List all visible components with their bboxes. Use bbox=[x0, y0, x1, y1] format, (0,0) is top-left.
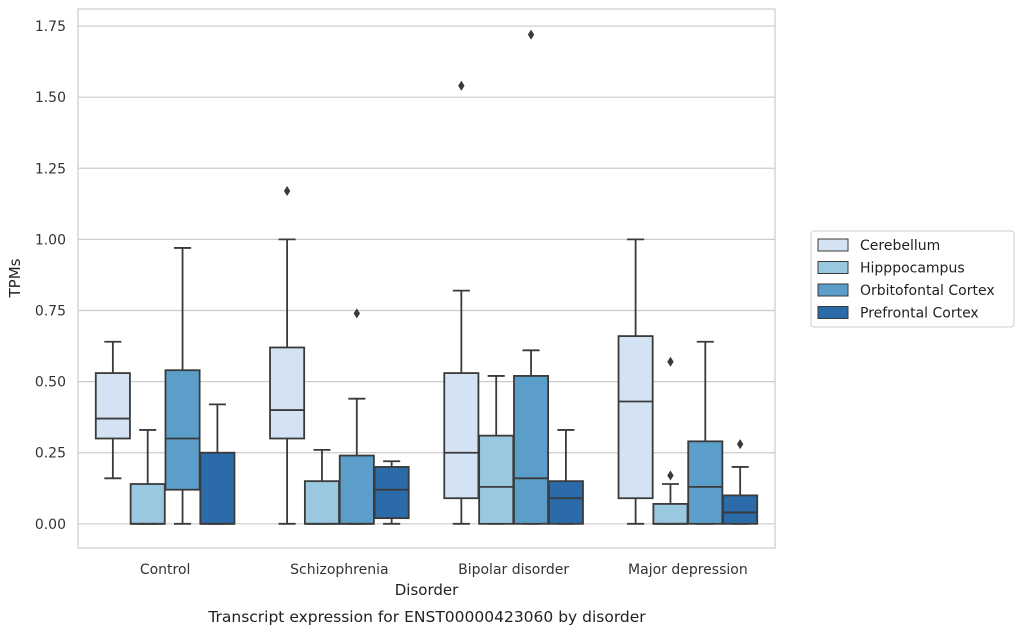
box-hipppocampus bbox=[129, 429, 166, 525]
box-iqr bbox=[164, 369, 201, 491]
y-tick-label: 1.00 bbox=[35, 232, 66, 248]
outlier-point bbox=[283, 186, 291, 197]
outlier-point bbox=[458, 80, 465, 91]
box-iqr bbox=[478, 434, 515, 525]
box-prefrontal-cortex bbox=[547, 429, 584, 525]
box-iqr bbox=[94, 372, 131, 440]
box-cerebellum bbox=[617, 238, 654, 525]
box-orbitofontal-cortex bbox=[164, 247, 201, 525]
y-tick-label: 1.75 bbox=[35, 19, 66, 35]
outlier-point bbox=[353, 308, 360, 319]
x-axis-label: Disorder bbox=[395, 581, 459, 599]
legend-label: Orbitofontal Cortex bbox=[860, 283, 995, 299]
box-iqr bbox=[513, 375, 550, 525]
legend-label: Cerebellum bbox=[860, 238, 940, 254]
box-iqr bbox=[199, 451, 236, 525]
box-iqr bbox=[373, 466, 410, 520]
x-tick-labels: Control Schizophrenia Bipolar disorder Majo… bbox=[140, 562, 748, 578]
legend-label: Prefrontal Cortex bbox=[860, 306, 979, 322]
legend-swatch bbox=[817, 306, 849, 319]
outlier-point bbox=[527, 29, 535, 40]
box-iqr bbox=[129, 483, 166, 525]
legend-frame bbox=[810, 230, 1015, 328]
outlier-point bbox=[667, 356, 674, 367]
box-iqr bbox=[547, 480, 584, 525]
x-tick-label: Schizophrenia bbox=[290, 562, 388, 578]
legend-swatch bbox=[817, 238, 849, 252]
y-tick-label: 0.00 bbox=[35, 517, 66, 533]
box-orbitofontal-cortex bbox=[513, 29, 550, 525]
legend-label: Hipppocampus bbox=[860, 261, 965, 277]
box-iqr bbox=[338, 454, 375, 525]
y-tick-label: 0.50 bbox=[35, 375, 66, 391]
box-cerebellum bbox=[94, 340, 131, 480]
legend-swatch bbox=[817, 261, 849, 274]
box-iqr bbox=[652, 503, 689, 525]
y-tick-label: 1.50 bbox=[35, 90, 66, 106]
box-groups bbox=[94, 29, 759, 525]
x-tick-label: Control bbox=[140, 562, 191, 578]
y-tick-labels: 0.00 0.25 0.50 0.75 1.00 1.25 1.50 1.75 bbox=[35, 19, 66, 533]
box-orbitofontal-cortex bbox=[687, 340, 724, 525]
box-iqr bbox=[303, 480, 340, 525]
y-tick-label: 1.25 bbox=[35, 161, 66, 177]
box-cerebellum bbox=[269, 186, 306, 525]
box-cerebellum bbox=[443, 80, 480, 525]
box-hipppocampus bbox=[303, 448, 340, 525]
outlier-point bbox=[736, 439, 744, 450]
legend: Cerebellum Hipppocampus Orbitofontal Corte… bbox=[810, 230, 1015, 328]
box-hipppocampus bbox=[478, 375, 515, 525]
chart-caption: Transcript expression for ENST0000042306… bbox=[207, 608, 646, 626]
box-iqr bbox=[722, 494, 759, 525]
x-tick-label: Major depression bbox=[628, 562, 748, 578]
y-tick-label: 0.25 bbox=[35, 446, 66, 462]
box-prefrontal-cortex bbox=[373, 460, 410, 525]
outlier-point bbox=[667, 470, 674, 481]
box-orbitofontal-cortex bbox=[338, 308, 375, 525]
legend-swatch bbox=[817, 283, 849, 297]
box-prefrontal-cortex bbox=[199, 403, 236, 525]
y-tick-label: 0.75 bbox=[35, 303, 66, 319]
box-iqr bbox=[269, 346, 306, 440]
box-iqr bbox=[617, 335, 654, 500]
box-prefrontal-cortex bbox=[722, 439, 759, 525]
plot-area-frame bbox=[77, 8, 776, 549]
box-iqr bbox=[687, 440, 724, 525]
x-tick-label: Bipolar disorder bbox=[458, 562, 569, 578]
box-iqr bbox=[443, 372, 480, 500]
y-axis-label: TPMs bbox=[6, 258, 24, 298]
